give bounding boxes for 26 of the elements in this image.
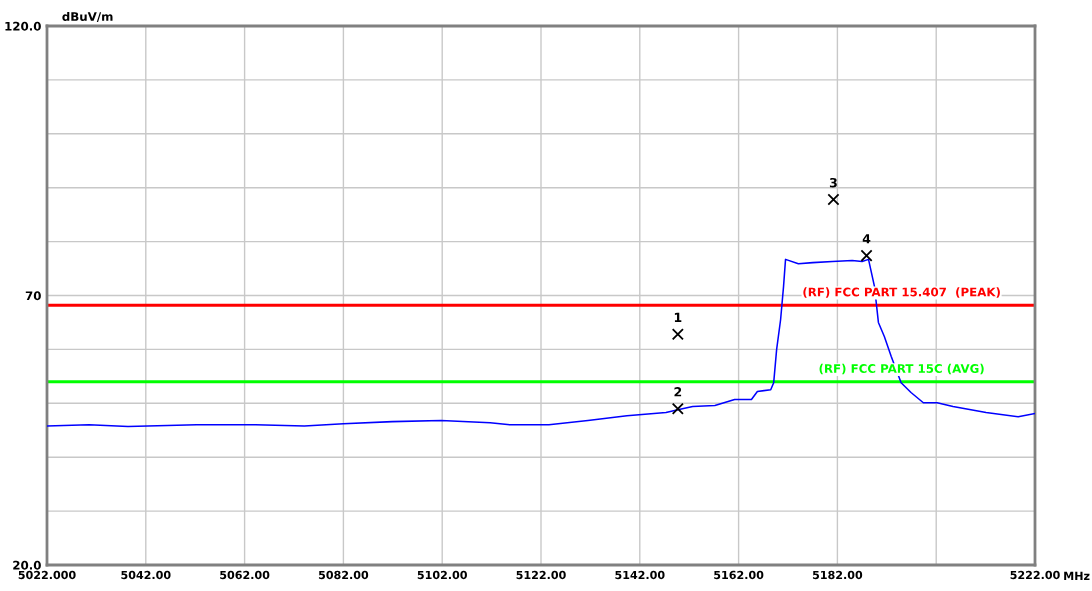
x-tick-label: 5142.00 bbox=[615, 570, 665, 580]
x-tick-label: 5122.00 bbox=[516, 570, 566, 580]
point bbox=[860, 249, 873, 262]
x-tick-label: 5182.00 bbox=[812, 570, 863, 580]
ref-line-label: (RF) FCC PART 15C (AVG) bbox=[819, 363, 984, 375]
annotation: 1 bbox=[674, 312, 682, 322]
point bbox=[671, 402, 684, 415]
annotation: 4 bbox=[862, 234, 871, 244]
x-tick-label: 5062.00 bbox=[220, 570, 270, 580]
x-tick-label: 5042.00 bbox=[121, 570, 171, 580]
point bbox=[671, 328, 684, 341]
point bbox=[827, 193, 840, 206]
x-tick-label: 5022.000 bbox=[18, 570, 76, 580]
y-tick-label: 20.0 bbox=[13, 560, 41, 570]
x-tick-label: 5102.00 bbox=[417, 570, 467, 580]
annotation: 3 bbox=[829, 177, 837, 188]
y-tick-label: 120.0 bbox=[5, 21, 41, 31]
x-tick-label: 5162.00 bbox=[714, 570, 764, 580]
line-series bbox=[47, 258, 1035, 428]
x-tick-label: 5222.00 bbox=[1010, 570, 1060, 580]
y-tick-label: 70 bbox=[25, 291, 41, 301]
x-axis-title: MHz bbox=[1064, 571, 1090, 580]
y-axis-title: dBuV/m bbox=[62, 11, 113, 22]
ref-line-label: (RF) FCC PART 15.407 (PEAK) bbox=[803, 287, 1000, 298]
x-tick-label: 5082.00 bbox=[318, 570, 369, 580]
annotation: 2 bbox=[674, 387, 682, 397]
